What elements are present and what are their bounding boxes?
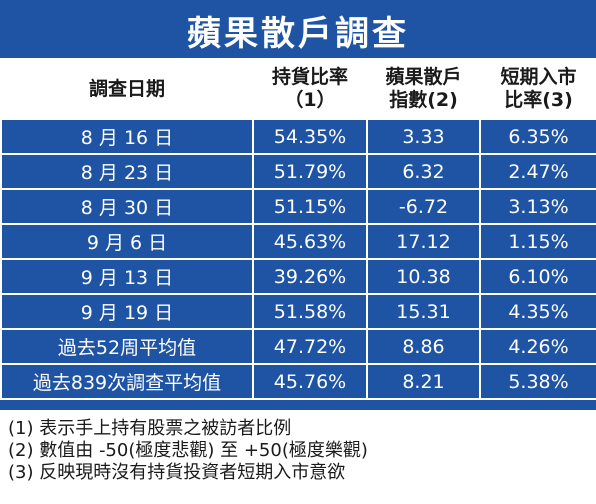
index-value: 17.12 — [366, 223, 481, 260]
header-row: 調查日期 持貨比率 （1） 蘋果散戶 指數(2) 短期入市 比率(3) — [0, 58, 596, 120]
holding-value: 39.26% — [252, 258, 368, 295]
index-value: 8.86 — [366, 328, 481, 365]
index-value: 6.32 — [366, 153, 481, 190]
holding-value: 47.72% — [252, 328, 368, 365]
holding-value: 45.76% — [252, 363, 368, 400]
header-entry-ratio: 短期入市 比率(3) — [479, 58, 596, 120]
entry-value: 4.35% — [479, 293, 596, 330]
page-title: 蘋果散戶調查 — [187, 13, 409, 54]
table-row: 8 月 16 日 54.35% 3.33 6.35% — [0, 118, 596, 155]
index-value: 8.21 — [366, 363, 481, 400]
row-label: 9 月 13 日 — [0, 258, 254, 295]
footnote-3: (3) 反映現時沒有持貨投資者短期入市意欲 — [8, 462, 346, 483]
holding-value: 54.35% — [252, 118, 368, 155]
index-value: -6.72 — [366, 188, 481, 225]
footnote-2: (2) 數值由 -50(極度悲觀) 至 +50(極度樂觀) — [8, 440, 368, 461]
entry-value: 6.10% — [479, 258, 596, 295]
entry-value: 1.15% — [479, 223, 596, 260]
row-label: 8 月 16 日 — [0, 118, 254, 155]
index-value: 10.38 — [366, 258, 481, 295]
entry-value: 4.26% — [479, 328, 596, 365]
holding-value: 45.63% — [252, 223, 368, 260]
entry-value: 2.47% — [479, 153, 596, 190]
row-label: 9 月 19 日 — [0, 293, 254, 330]
table-row: 8 月 23 日 51.79% 6.32 2.47% — [0, 153, 596, 190]
table-row: 9 月 19 日 51.58% 15.31 4.35% — [0, 293, 596, 330]
holding-value: 51.58% — [252, 293, 368, 330]
footnotes: (1) 表示手上持有股票之被訪者比例 (2) 數值由 -50(極度悲觀) 至 +… — [0, 410, 596, 504]
header-apple-index: 蘋果散戶 指數(2) — [366, 58, 481, 120]
table-row: 8 月 30 日 51.15% -6.72 3.13% — [0, 188, 596, 225]
entry-value: 5.38% — [479, 363, 596, 400]
index-value: 3.33 — [366, 118, 481, 155]
header-holding-ratio: 持貨比率 （1） — [252, 58, 368, 120]
table-row: 過去839次調查平均值 45.76% 8.21 5.38% — [0, 363, 596, 400]
table-row: 9 月 13 日 39.26% 10.38 6.10% — [0, 258, 596, 295]
row-label: 9 月 6 日 — [0, 223, 254, 260]
table-row: 9 月 6 日 45.63% 17.12 1.15% — [0, 223, 596, 260]
row-label: 過去52周平均值 — [0, 328, 254, 365]
holding-value: 51.79% — [252, 153, 368, 190]
index-value: 15.31 — [366, 293, 481, 330]
row-label: 8 月 23 日 — [0, 153, 254, 190]
footnote-1: (1) 表示手上持有股票之被訪者比例 — [8, 418, 292, 439]
holding-value: 51.15% — [252, 188, 368, 225]
table-row: 過去52周平均值 47.72% 8.86 4.26% — [0, 328, 596, 365]
entry-value: 6.35% — [479, 118, 596, 155]
header-date: 調查日期 — [0, 58, 254, 120]
entry-value: 3.13% — [479, 188, 596, 225]
survey-table: 調查日期 持貨比率 （1） 蘋果散戶 指數(2) 短期入市 比率(3) 8 月 … — [0, 58, 596, 400]
row-label: 過去839次調查平均值 — [0, 363, 254, 400]
row-label: 8 月 30 日 — [0, 188, 254, 225]
